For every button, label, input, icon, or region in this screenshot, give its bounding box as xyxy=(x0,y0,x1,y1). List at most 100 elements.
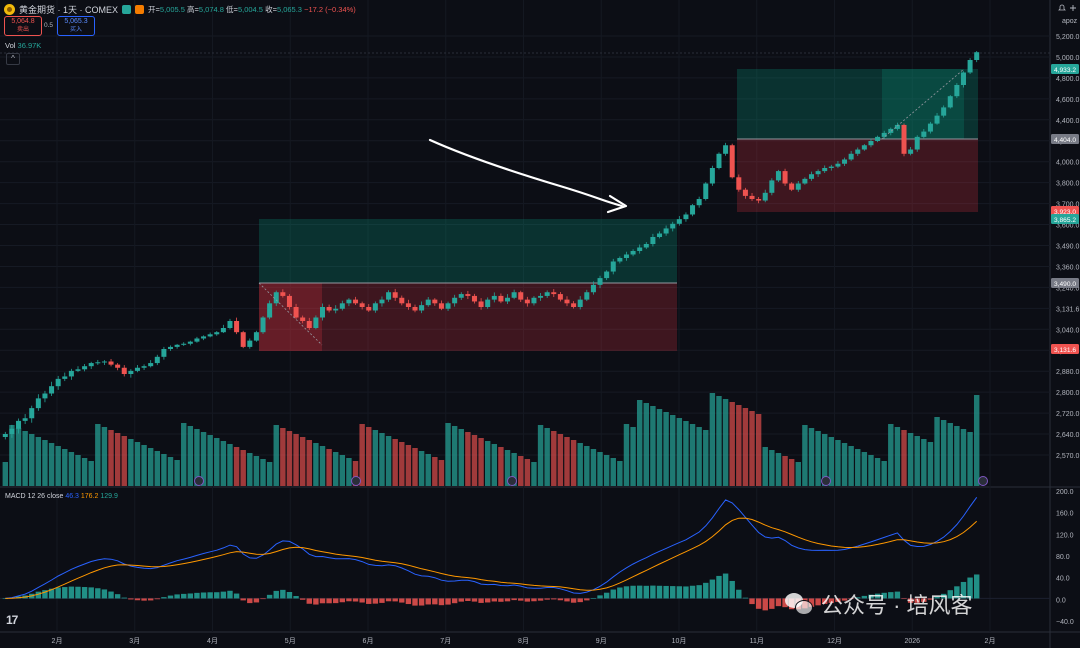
macd-histogram-bar xyxy=(293,596,299,599)
spread-value: 0.5 xyxy=(44,22,54,29)
volume-bar xyxy=(544,428,550,486)
candle-body xyxy=(62,376,68,379)
volume-bar xyxy=(101,427,108,486)
candle-body xyxy=(571,303,577,307)
macd-histogram-bar xyxy=(75,586,81,599)
volume-bar xyxy=(617,461,623,486)
candle-body xyxy=(227,321,233,328)
candle-body xyxy=(359,303,365,307)
macd-histogram-bar xyxy=(240,598,246,601)
candle-body xyxy=(875,136,881,141)
alert-bell-icon[interactable] xyxy=(1057,3,1067,13)
candle-body xyxy=(967,60,973,73)
candle-body xyxy=(148,363,154,367)
price-label-box xyxy=(1051,64,1079,74)
buy-button[interactable]: 5,065.3 买入 xyxy=(57,16,95,36)
volume-bar xyxy=(458,429,464,486)
macd-histogram-bar xyxy=(848,598,854,600)
volume-bar xyxy=(372,430,379,486)
volume-bar xyxy=(683,421,689,486)
add-icon[interactable] xyxy=(1068,3,1078,13)
macd-histogram-bar xyxy=(960,581,967,599)
symbol-title[interactable]: 黄金期货 · 1天 · COMEX xyxy=(19,4,119,15)
macd-histogram-bar xyxy=(451,598,458,604)
candle-body xyxy=(643,244,649,248)
macd-line xyxy=(5,497,978,599)
volume-legend[interactable]: Vol 36.97K xyxy=(5,41,41,50)
macd-histogram-bar xyxy=(88,587,94,599)
macd-histogram-bar xyxy=(828,598,835,603)
volume-bar xyxy=(835,440,841,486)
macd-histogram-bar xyxy=(703,582,709,599)
volume-bar xyxy=(921,439,927,486)
tradingview-logo[interactable]: 17 xyxy=(6,613,18,627)
volume-bar xyxy=(121,436,127,486)
macd-histogram-bar xyxy=(108,591,114,599)
volume-bar xyxy=(161,454,167,486)
macd-histogram-bar xyxy=(68,586,75,599)
candle-body xyxy=(16,420,22,429)
candle-body xyxy=(300,317,306,321)
candle-body xyxy=(723,145,729,154)
macd-histogram-bar xyxy=(253,598,260,603)
time-tick-label: 12月 xyxy=(827,637,842,645)
macd-histogram-bar xyxy=(855,597,861,599)
candle-body xyxy=(808,174,814,179)
volume-bar xyxy=(200,432,207,486)
candle-body xyxy=(789,183,795,190)
event-marker xyxy=(821,476,831,486)
price-label-text: 3,131.6 xyxy=(1054,347,1076,354)
macd-histogram-bar xyxy=(445,598,451,605)
volume-bar xyxy=(313,443,319,486)
candle-body xyxy=(234,321,240,333)
collapse-button[interactable]: ^ xyxy=(6,53,20,65)
price-label-text: 3,490.0 xyxy=(1054,281,1076,288)
macd-histogram-bar xyxy=(610,589,616,599)
sell-price: 5,064.8 xyxy=(11,18,35,25)
macd-histogram-bar xyxy=(742,597,749,599)
trade-path-line xyxy=(258,282,323,346)
volume-bar xyxy=(134,442,141,486)
macd-histogram-bar xyxy=(405,598,412,605)
macd-histogram-bar xyxy=(346,598,352,602)
price-tick-label: 3,700.0 xyxy=(1056,202,1079,209)
watermark: 公众号 · 培风客 xyxy=(785,588,973,620)
symbol-header[interactable]: 黄金期货 · 1天 · COMEX 开=5,005.5 高=5,074.8 低=… xyxy=(4,3,356,15)
macd-histogram-bar xyxy=(465,598,471,602)
macd-histogram-bar xyxy=(623,586,630,599)
price-tick-label: 3,800.0 xyxy=(1056,181,1079,188)
volume-bar xyxy=(762,447,768,486)
macd-histogram-bar xyxy=(498,598,504,602)
volume-bar xyxy=(484,441,491,486)
macd-histogram-bar xyxy=(399,598,405,603)
candle-body xyxy=(346,299,352,304)
candle-body xyxy=(623,254,629,258)
gold-coin-icon xyxy=(4,3,15,15)
sell-button[interactable]: 5,064.8 卖出 xyxy=(4,16,42,36)
candle-body xyxy=(240,332,246,347)
candle-body xyxy=(220,328,226,333)
macd-histogram-bar xyxy=(755,598,762,609)
macd-histogram-bar xyxy=(114,594,121,599)
candle-body xyxy=(914,136,920,150)
volume-bar xyxy=(280,428,286,486)
volume-bar xyxy=(15,428,22,486)
price-tick-label: 3,131.6 xyxy=(1056,306,1079,313)
candle-body xyxy=(154,356,160,364)
volume-bar xyxy=(643,403,649,486)
candle-body xyxy=(584,292,590,300)
candle-body xyxy=(518,292,524,300)
macd-histogram-bar xyxy=(914,598,920,603)
candle-body xyxy=(412,307,418,311)
macd-legend[interactable]: MACD 12 26 close 46.3 176.2 129.9 xyxy=(5,493,118,500)
candle-body xyxy=(524,299,530,304)
macd-histogram-bar xyxy=(418,598,425,606)
candle-body xyxy=(630,251,636,255)
volume-bar xyxy=(868,455,874,486)
candle-body xyxy=(769,180,775,193)
volume-bar xyxy=(260,459,266,486)
volume-bar xyxy=(703,430,709,486)
macd-histogram-bar xyxy=(511,598,517,601)
candle-body xyxy=(888,128,894,133)
